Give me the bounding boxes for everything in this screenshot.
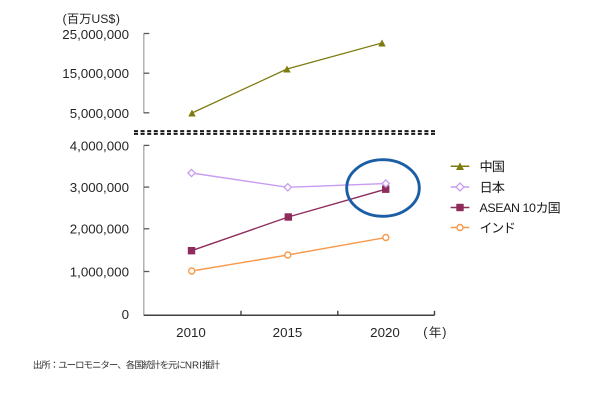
svg-text:0: 0: [122, 307, 129, 322]
svg-text:ASEAN 10: ASEAN 10: [480, 201, 537, 215]
svg-text:NRI: NRI: [185, 360, 202, 371]
svg-text:2010: 2010: [176, 325, 206, 340]
svg-text:2020: 2020: [370, 325, 400, 340]
svg-text:): ): [442, 326, 446, 340]
svg-text:3,000,000: 3,000,000: [70, 180, 129, 195]
svg-text:15,000,000: 15,000,000: [62, 66, 129, 81]
svg-text:25,000,000: 25,000,000: [62, 27, 129, 42]
svg-text:(: (: [63, 12, 68, 26]
svg-text:US$: US$: [91, 12, 115, 26]
svg-text:5,000,000: 5,000,000: [70, 106, 129, 121]
svg-text:4,000,000: 4,000,000: [70, 138, 129, 153]
svg-text:2015: 2015: [273, 325, 303, 340]
svg-text:2,000,000: 2,000,000: [70, 222, 129, 237]
svg-text:1,000,000: 1,000,000: [70, 264, 129, 279]
svg-text:(: (: [423, 326, 428, 340]
svg-text:): ): [116, 12, 120, 26]
